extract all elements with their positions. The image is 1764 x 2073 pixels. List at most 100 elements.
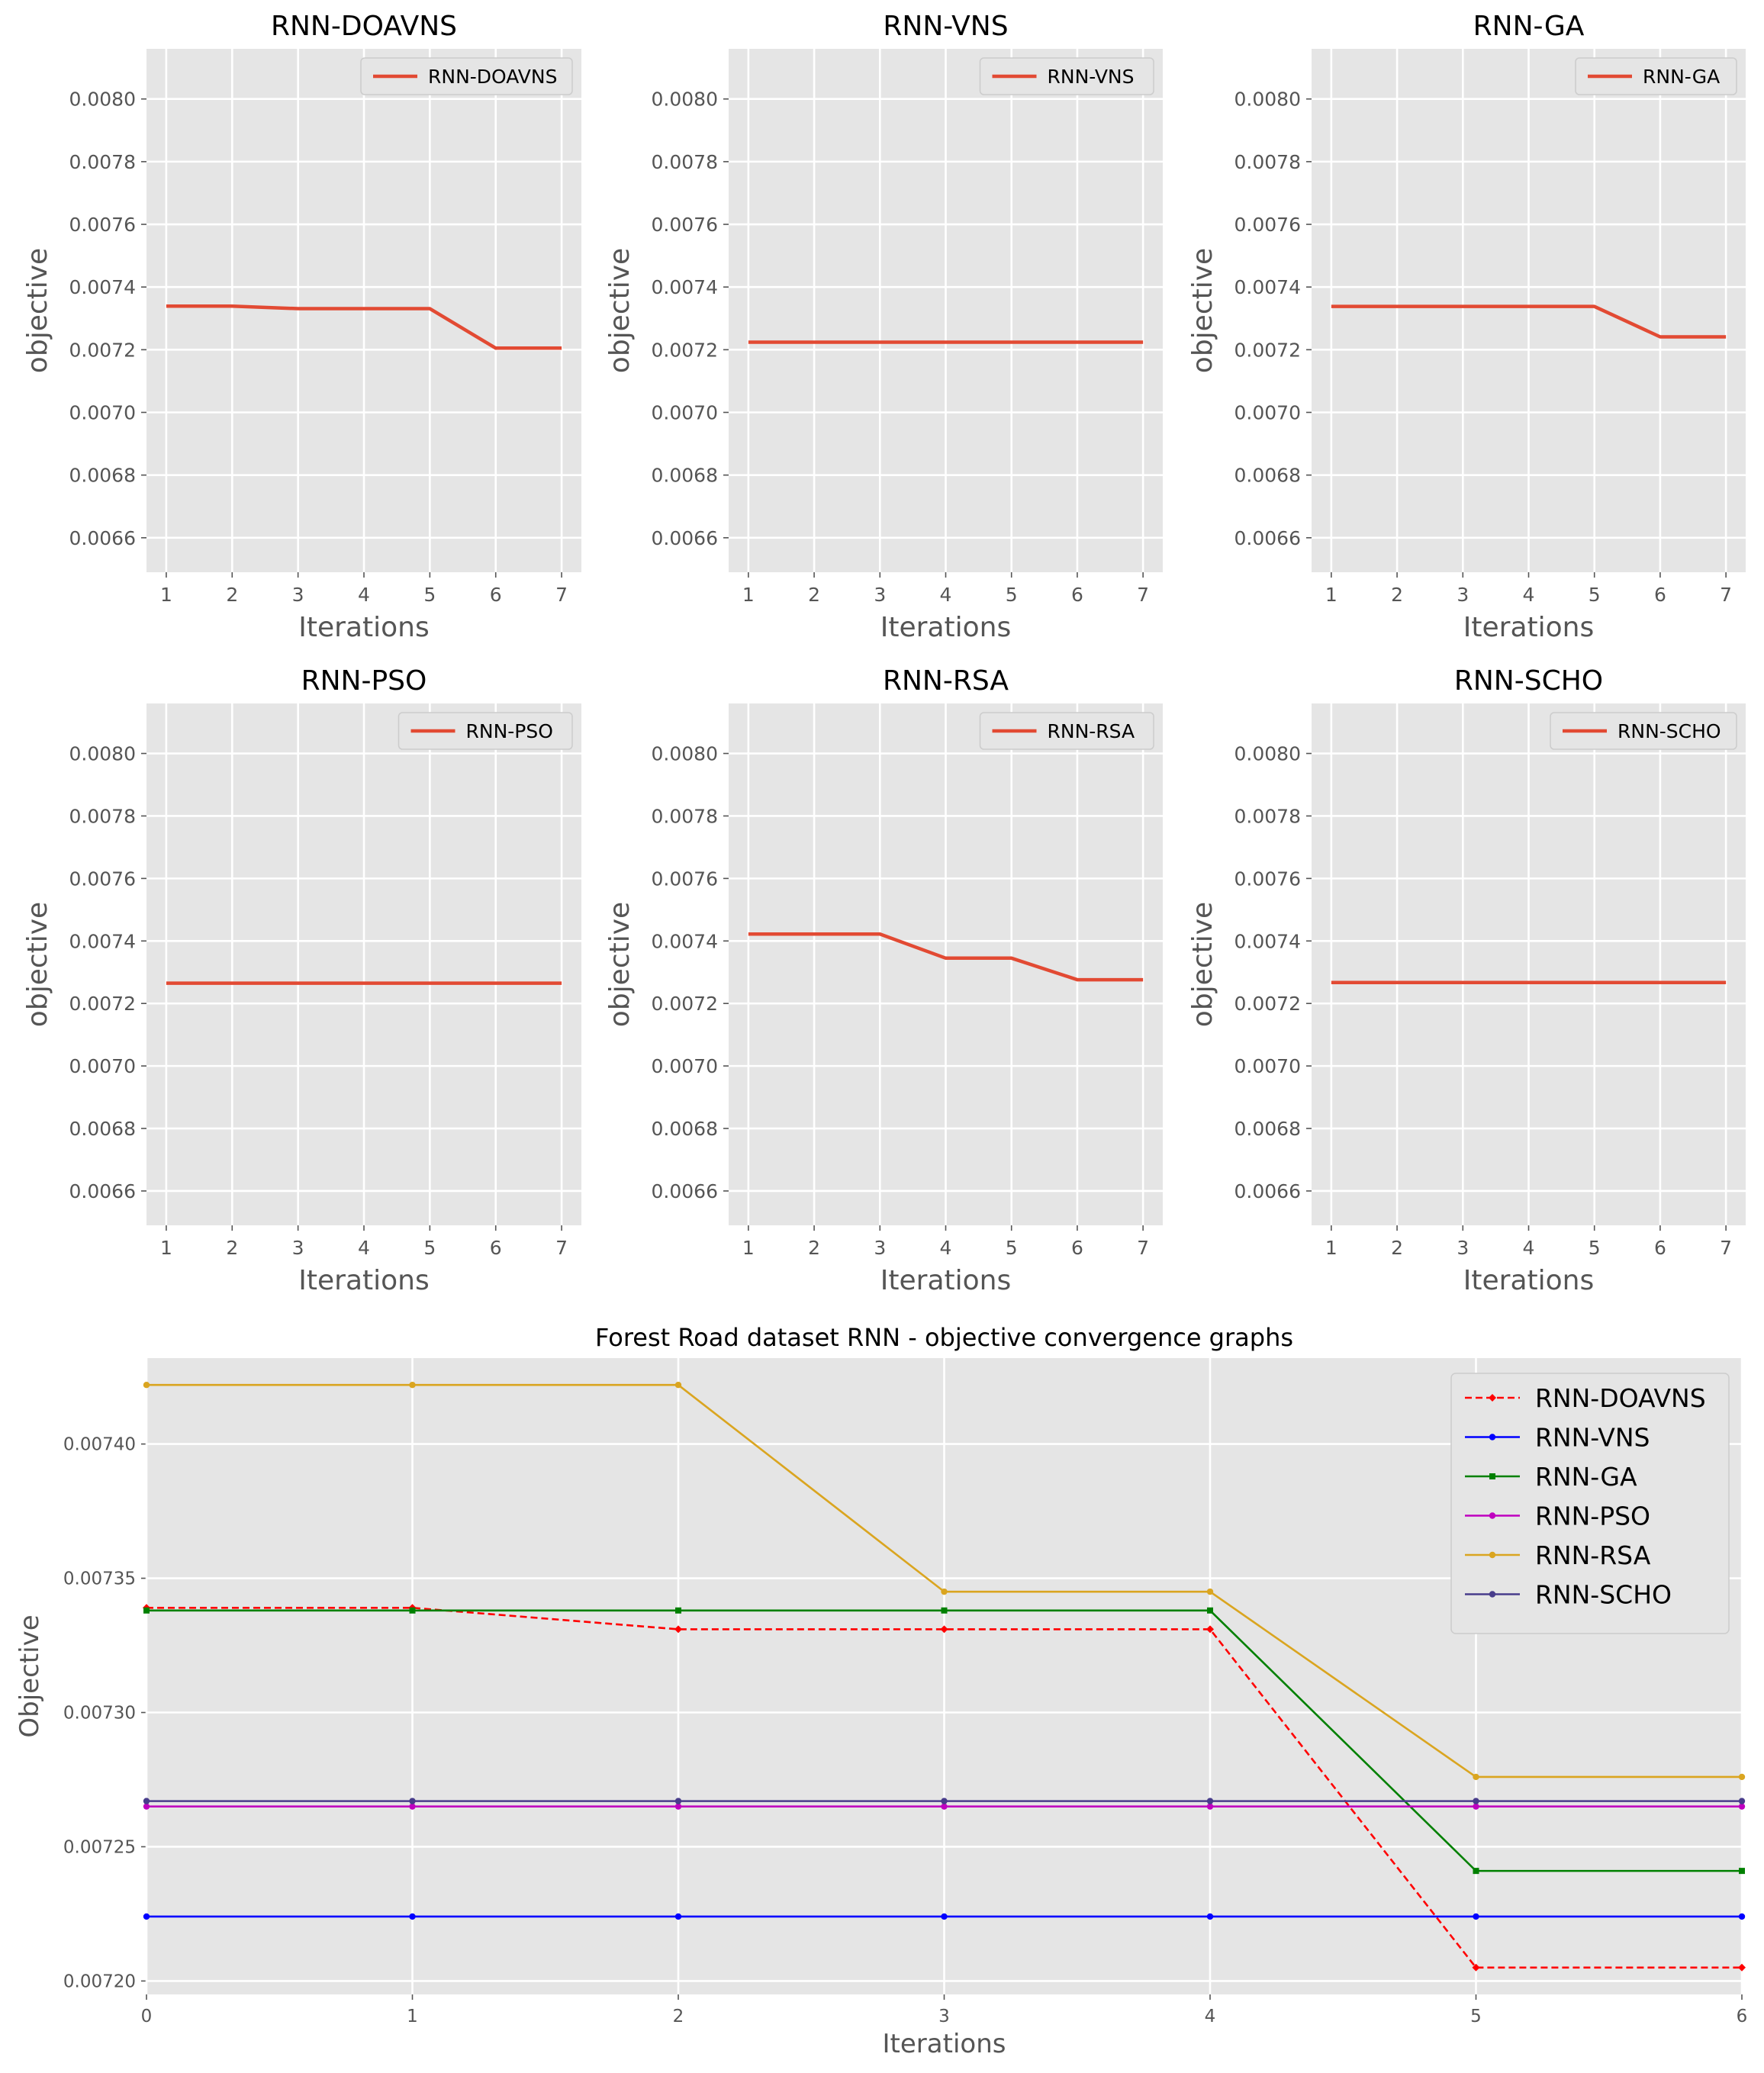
- y-tick-label: 0.0078: [652, 805, 718, 827]
- y-tick-label: 0.0078: [1234, 151, 1301, 173]
- x-tick-label: 4: [1205, 2007, 1216, 2026]
- data-point: [1489, 1473, 1495, 1479]
- y-tick-label: 0.00720: [63, 1972, 136, 1991]
- legend-box: [979, 57, 1154, 95]
- data-point: [143, 1913, 150, 1920]
- x-tick-label: 6: [490, 1237, 502, 1259]
- x-tick-label: 2: [808, 584, 820, 606]
- y-tick-label: 0.0068: [1234, 465, 1301, 487]
- legend-label: RNN-RSA: [1535, 1540, 1651, 1570]
- y-axis-label: objective: [604, 902, 636, 1027]
- series-rnn-vns: [143, 1913, 1746, 1920]
- data-point: [409, 1798, 416, 1804]
- legend-label: RNN-DOAVNS: [1535, 1383, 1706, 1413]
- x-tick-label: 2: [226, 1237, 238, 1259]
- data-point: [941, 1607, 948, 1614]
- x-axis-label: Iterations: [880, 612, 1011, 643]
- subplot-title: RNN-SCHO: [1454, 665, 1603, 697]
- data-point: [941, 1588, 948, 1595]
- series-rnn-rsa: [143, 1381, 1746, 1781]
- series-line-rnn-doavns: [166, 304, 562, 350]
- legend: RNN-PSO: [398, 712, 573, 750]
- legend-box: [1550, 712, 1737, 750]
- data-point: [409, 1607, 416, 1614]
- data-point: [1473, 1803, 1479, 1810]
- legend-label: RNN-VNS: [1048, 66, 1135, 88]
- x-axis-label: Iterations: [298, 612, 429, 643]
- x-tick-label: 3: [938, 2007, 950, 2026]
- x-tick-label: 6: [1654, 1237, 1666, 1259]
- data-point: [1206, 1625, 1214, 1634]
- data-point: [1206, 1588, 1214, 1595]
- legend-label: RNN-DOAVNS: [428, 66, 557, 88]
- legend-label: RNN-PSO: [466, 720, 553, 742]
- y-tick-label: 0.0072: [652, 993, 718, 1015]
- x-tick-label: 1: [742, 584, 755, 606]
- data-point: [143, 1381, 150, 1389]
- data-point: [1473, 1913, 1479, 1920]
- subplot-rnn-doavns: 0.0066 0.0068 0.0070 0.0072 0.0074 0.0076 0.00…: [22, 11, 581, 643]
- x-tick-label: 7: [555, 584, 568, 606]
- data-point: [1489, 1591, 1496, 1598]
- y-tick-label: 0.0074: [1234, 276, 1301, 298]
- x-tick-label: 4: [940, 1237, 952, 1259]
- y-tick-label: 0.0068: [1234, 1118, 1301, 1140]
- y-axis-label: objective: [1187, 248, 1218, 373]
- x-tick-label: 2: [1391, 1237, 1403, 1259]
- data-point: [143, 1607, 150, 1614]
- y-tick-label: 0.0078: [69, 151, 136, 173]
- y-tick-label: 0.0066: [1234, 1180, 1301, 1202]
- y-tick-label: 0.0076: [69, 214, 136, 236]
- y-axis-label: objective: [22, 248, 53, 373]
- legend-label: RNN-SCHO: [1618, 720, 1721, 742]
- x-tick-label: 3: [874, 1237, 886, 1259]
- y-tick-label: 0.0078: [69, 805, 136, 827]
- y-tick-label: 0.0080: [1234, 89, 1301, 111]
- legend: RNN-SCHO: [1550, 712, 1737, 750]
- y-axis-label: Objective: [14, 1614, 45, 1737]
- y-tick-label: 0.0080: [652, 743, 718, 765]
- y-tick-label: 0.0080: [69, 743, 136, 765]
- x-tick-label: 5: [423, 584, 436, 606]
- y-tick-label: 0.0076: [652, 214, 718, 236]
- subplot-rnn-scho: 0.0066 0.0068 0.0070 0.0072 0.0074 0.0076 0.00…: [1187, 665, 1746, 1296]
- data-point: [1206, 1803, 1214, 1810]
- y-tick-label: 0.0076: [652, 868, 718, 890]
- y-tick-label: 0.0076: [1234, 868, 1301, 890]
- data-point: [674, 1803, 682, 1810]
- y-axis-label: objective: [1187, 902, 1218, 1027]
- y-tick-label: 0.0070: [1234, 402, 1301, 424]
- y-tick-label: 0.0078: [652, 151, 718, 173]
- data-point: [1206, 1798, 1214, 1804]
- data-point: [674, 1381, 682, 1389]
- data-point: [1473, 1773, 1479, 1781]
- y-tick-label: 0.0070: [1234, 1055, 1301, 1077]
- data-point: [941, 1913, 948, 1920]
- y-tick-label: 0.0072: [1234, 993, 1301, 1015]
- x-tick-label: 2: [226, 584, 238, 606]
- legend-label: RNN-PSO: [1535, 1502, 1650, 1531]
- x-tick-label: 7: [555, 1237, 568, 1259]
- data-point: [941, 1798, 948, 1804]
- x-axis-label: Iterations: [1463, 1265, 1594, 1296]
- legend: RNN-RSA: [979, 712, 1154, 750]
- y-tick-label: 0.0072: [652, 339, 718, 361]
- x-tick-label: 2: [1391, 584, 1403, 606]
- subplot-rnn-ga: 0.0066 0.0068 0.0070 0.0072 0.0074 0.0076 0.00…: [1187, 11, 1746, 643]
- x-tick-label: 7: [1720, 1237, 1732, 1259]
- series-rnn-pso: [143, 1803, 1746, 1810]
- x-tick-label: 6: [1737, 2007, 1748, 2026]
- x-tick-label: 4: [1523, 1237, 1535, 1259]
- x-tick-label: 1: [1325, 584, 1337, 606]
- y-tick-label: 0.0072: [1234, 339, 1301, 361]
- y-axis-label: objective: [604, 248, 636, 373]
- subplot-rnn-pso: 0.0066 0.0068 0.0070 0.0072 0.0074 0.0076 0.00…: [22, 665, 581, 1296]
- data-point: [1489, 1434, 1496, 1440]
- legend-label: RNN-VNS: [1535, 1423, 1650, 1453]
- y-tick-label: 0.0068: [69, 465, 136, 487]
- x-tick-label: 7: [1137, 1237, 1149, 1259]
- subplot-rnn-vns: 0.0066 0.0068 0.0070 0.0072 0.0074 0.0076 0.00…: [604, 11, 1163, 643]
- series-line-rnn-rsa: [748, 932, 1144, 982]
- x-tick-label: 2: [808, 1237, 820, 1259]
